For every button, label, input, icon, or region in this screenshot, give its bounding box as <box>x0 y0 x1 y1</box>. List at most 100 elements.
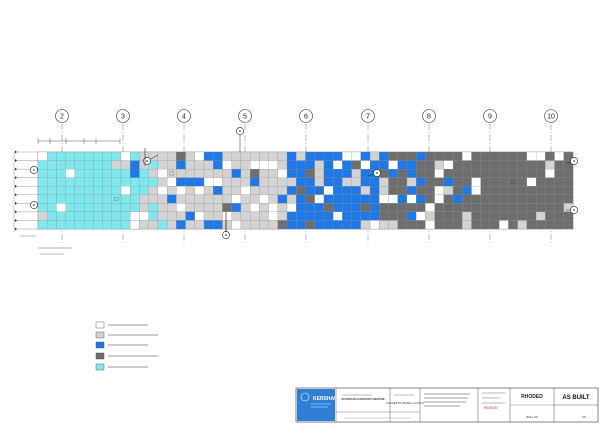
cassette-panel-dark <box>526 186 537 195</box>
cassette-panel-cyan <box>74 177 85 187</box>
cassette-panel-blank <box>176 186 186 195</box>
cassette-panel-grey <box>185 160 195 170</box>
gridline-bubble <box>544 109 558 123</box>
cassette-panel-dark <box>499 160 509 170</box>
cassette-panel-dark <box>554 160 564 170</box>
cassette-panel-grey <box>406 177 417 187</box>
cassette-panel-dark <box>554 203 564 213</box>
cassette-panel-dark <box>452 203 463 213</box>
cassette-panel-cyan <box>130 186 140 195</box>
cassette-panel-blue <box>379 160 389 170</box>
cassette-panel-dark <box>489 168 500 178</box>
callout-dot <box>225 234 227 236</box>
cassette-panel-dark <box>508 177 518 187</box>
level-arrow <box>15 218 17 222</box>
cassette-panel-grey <box>203 211 214 221</box>
cassette-panel-blank <box>65 168 76 178</box>
cassette-panel-dark <box>388 177 398 187</box>
cassette-panel-grey <box>185 186 195 195</box>
cassette-panel-dark <box>388 203 398 213</box>
cassette-panel-blue <box>296 220 306 230</box>
callout-dot <box>573 209 575 211</box>
cassette-panel-grey <box>240 168 251 178</box>
cassette-panel-cyan <box>47 203 57 213</box>
cassette-panel-dark <box>517 203 528 213</box>
cassette-panel-cyan <box>47 177 57 187</box>
legend-swatch-blue <box>95 341 105 349</box>
cassette-panel-blue <box>323 151 334 161</box>
cassette-panel-grey <box>351 168 361 178</box>
cassette-panel-blank <box>545 168 555 178</box>
cassette-panel-blue <box>342 194 352 204</box>
panel-legend <box>95 321 158 371</box>
cassette-panel-grey <box>231 177 242 187</box>
cassette-panel-cyan <box>74 168 85 178</box>
cassette-panel-cyan <box>83 220 94 230</box>
cassette-panel-cyan <box>37 220 48 230</box>
cassette-panel-cyan <box>74 220 85 230</box>
cassette-panel-cyan <box>93 160 103 170</box>
cassette-panel-cyan <box>47 160 57 170</box>
cassette-panel-grey <box>259 220 269 230</box>
cassette-panel-dark <box>452 186 463 195</box>
cassette-panel-grey <box>167 168 177 178</box>
cassette-panel-cyan <box>37 186 48 195</box>
cassette-panel-grey <box>314 177 325 187</box>
cassette-panel-dark <box>517 194 528 204</box>
cassette-panel-dark <box>471 194 481 204</box>
cassette-panel-blank <box>130 220 140 230</box>
cassette-panel-grey <box>277 177 288 187</box>
cassette-panel-blue <box>342 220 352 230</box>
cassette-panel-blue <box>369 203 380 213</box>
cassette-panel-dark <box>554 177 564 187</box>
cassette-panel-blue <box>286 160 297 170</box>
cassette-panel-dark <box>535 160 546 170</box>
cassette-panel-grey <box>360 220 371 230</box>
cassette-panel-cyan <box>93 177 103 187</box>
cassette-panel-blank <box>323 186 334 195</box>
cassette-panel-blue <box>130 160 140 170</box>
cassette-panel-dark <box>323 203 334 213</box>
cassette-panel-dark <box>452 220 463 230</box>
cassette-panel-grey <box>360 186 371 195</box>
cassette-panel-cyan <box>102 177 112 187</box>
cassette-panel-cyan <box>65 211 76 221</box>
cassette-panel-grey <box>259 211 269 221</box>
cassette-panel-dark <box>416 168 426 178</box>
cassette-panel-dark <box>563 177 574 187</box>
level-arrow <box>15 227 17 231</box>
cassette-panel-grey <box>203 186 214 195</box>
brand-mark: RHODED <box>521 394 543 400</box>
cassette-panel-blue <box>333 151 343 161</box>
cassette-panel-dark <box>443 151 454 161</box>
cassette-panel-blue <box>452 194 463 204</box>
gridline-bubble <box>299 109 313 123</box>
cassette-panel-dark <box>471 160 481 170</box>
drawing-status: AS BUILT <box>562 395 590 401</box>
cassette-panel-grey <box>194 194 205 204</box>
cassette-panel-blue <box>167 194 177 204</box>
cassette-panel-grey <box>277 211 288 221</box>
cassette-panel-cyan <box>120 220 131 230</box>
cassette-panel-blue <box>333 194 343 204</box>
cassette-panel-grey <box>111 160 122 170</box>
cassette-panel-grey <box>240 177 251 187</box>
cassette-panel-dark <box>305 168 315 178</box>
cassette-panel-blank <box>240 186 251 195</box>
cassette-panel-grey <box>157 211 168 221</box>
cassette-panel-dark <box>425 160 435 170</box>
cassette-panel-blank <box>268 211 278 221</box>
cassette-panel-grey <box>240 160 251 170</box>
cassette-panel-grey <box>176 194 186 204</box>
cassette-panel-dark <box>379 203 389 213</box>
cassette-panel-dark <box>434 211 444 221</box>
cassette-panel-blue <box>360 168 371 178</box>
cassette-panel-grey <box>351 177 361 187</box>
cassette-panel-grey <box>167 211 177 221</box>
cassette-panel-blue <box>296 211 306 221</box>
cassette-panel-cyan <box>139 177 149 187</box>
cassette-panel-dark <box>517 151 528 161</box>
cassette-panel-dark <box>406 220 417 230</box>
level-arrow <box>15 159 17 163</box>
